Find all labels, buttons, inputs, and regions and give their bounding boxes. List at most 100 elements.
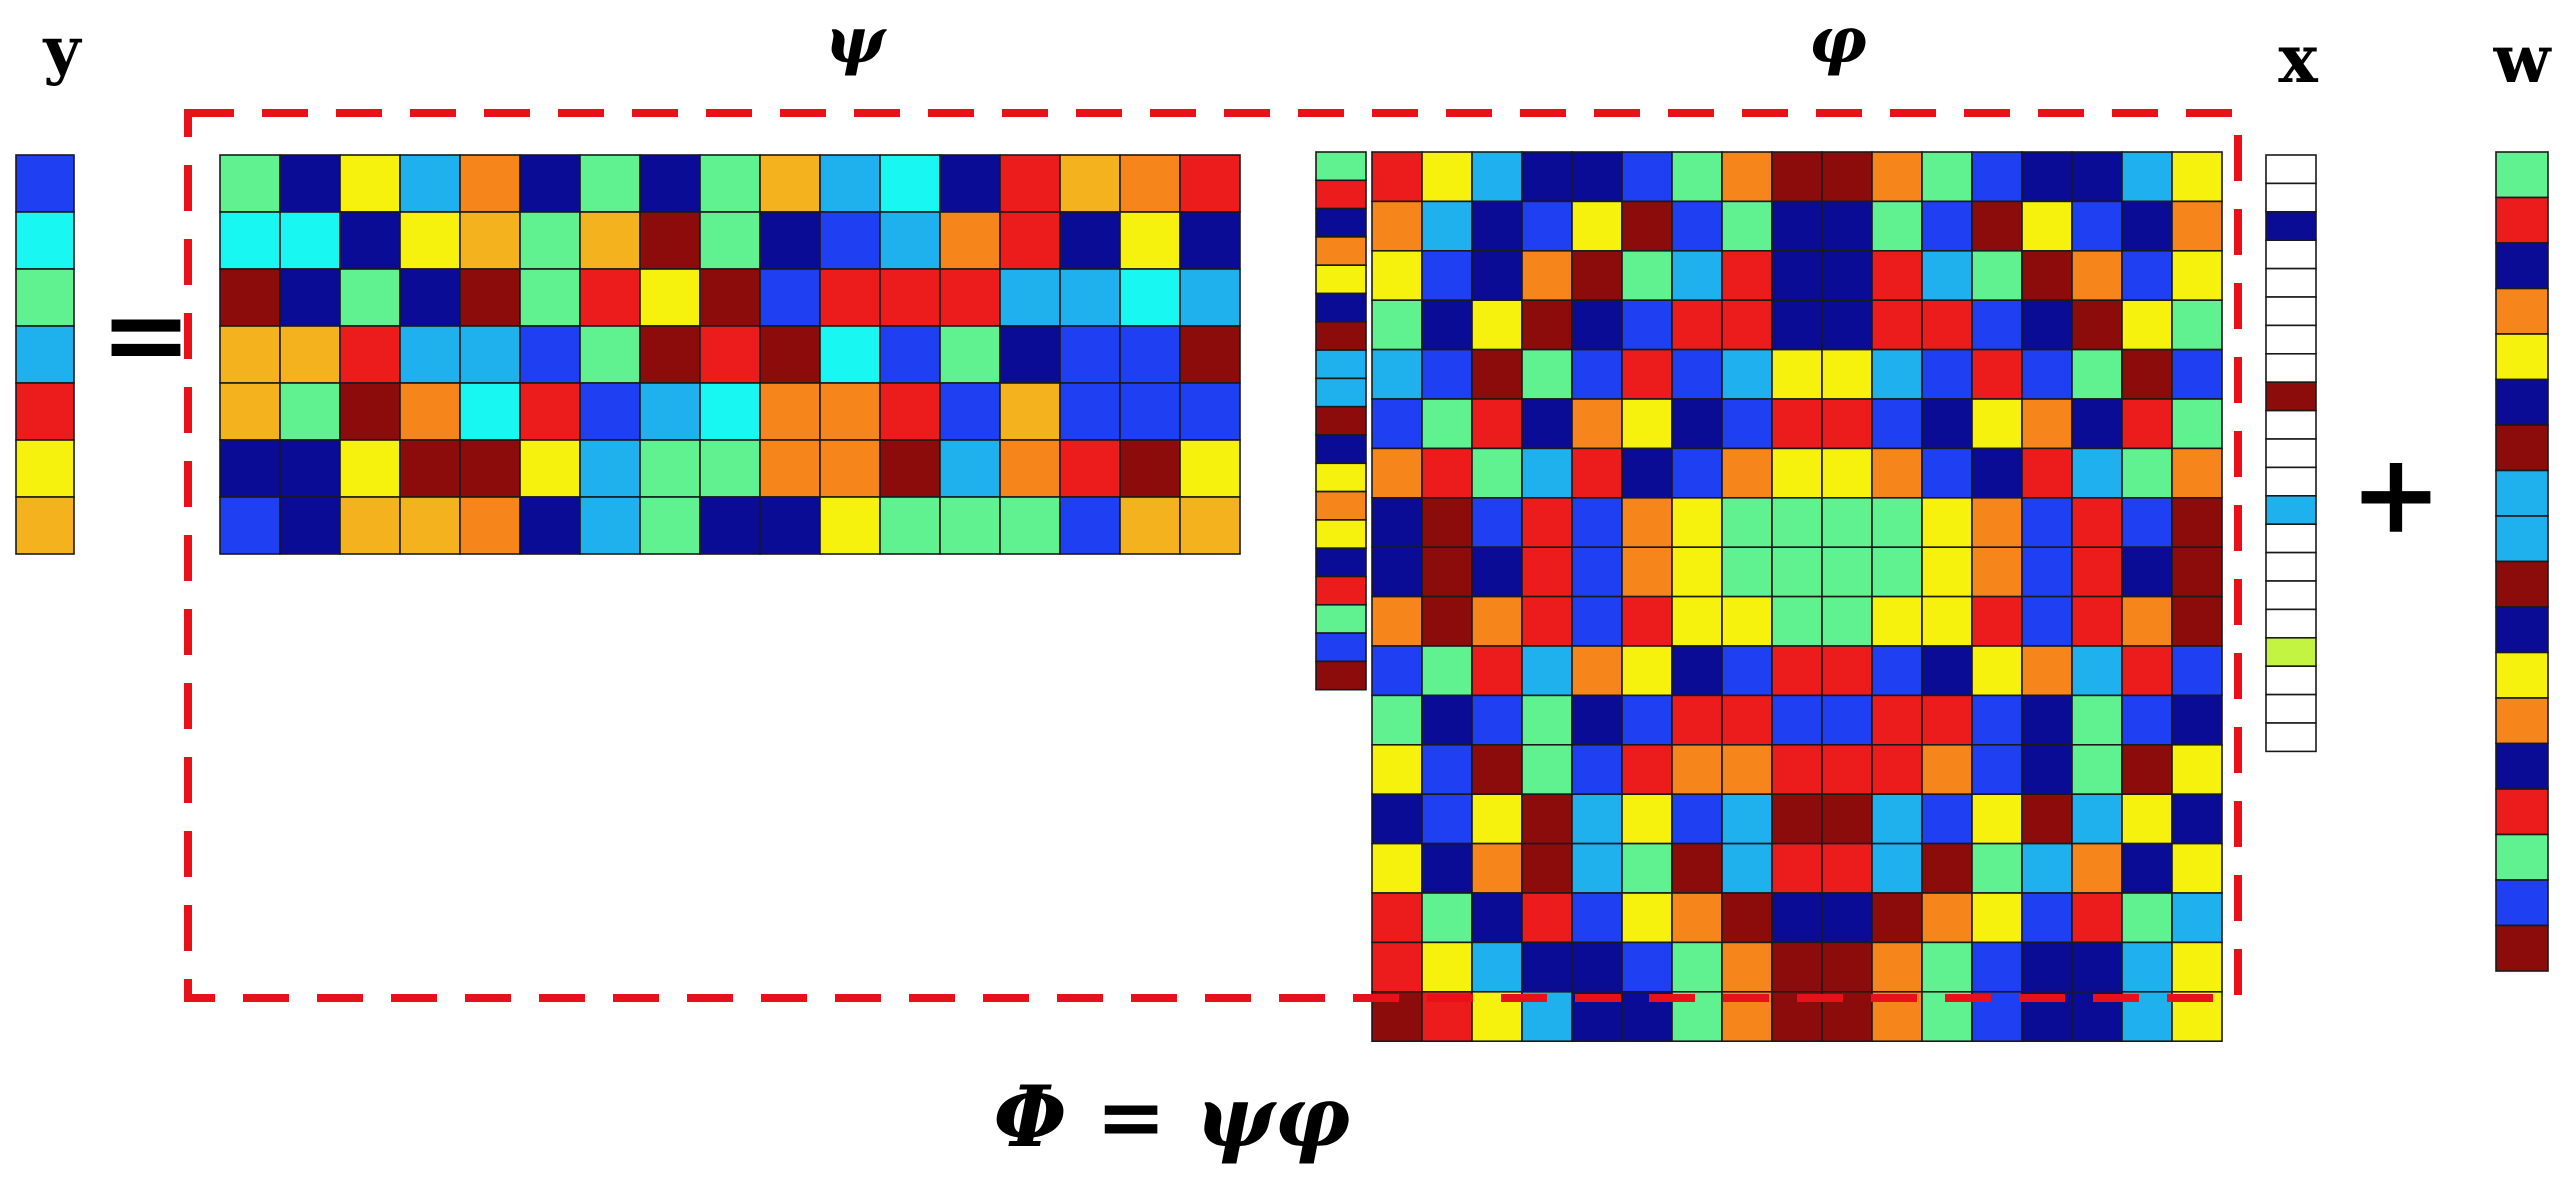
phi-cell (1671, 447, 1723, 499)
phi-cell (1921, 842, 1973, 894)
psi-cell (279, 439, 341, 498)
w-cell (2495, 833, 2549, 881)
phi-cell (1821, 200, 1873, 252)
phi-cell (1821, 250, 1873, 302)
psi-cell (759, 382, 821, 441)
psi-cell (699, 496, 761, 555)
psi-cell (579, 211, 641, 270)
phi-cell (2171, 595, 2223, 647)
x-cell (2265, 693, 2317, 724)
phi-cell (2071, 151, 2123, 203)
phi-cell (2121, 250, 2173, 302)
y-cell (15, 325, 75, 384)
phi-cell (2171, 151, 2223, 203)
phi-cell (1671, 595, 1723, 647)
phi-cell (2121, 645, 2173, 697)
w-cell (2495, 651, 2549, 699)
psi-cell (939, 496, 1001, 555)
psi-cell (1179, 496, 1241, 555)
psi-cell (1059, 439, 1121, 498)
phi-cell (2021, 348, 2073, 400)
phi-cell (2071, 398, 2123, 450)
label-w: w (2493, 20, 2553, 98)
psi-cell (459, 211, 521, 270)
phi-cell (2121, 892, 2173, 944)
psi-cell (579, 439, 641, 498)
phi-cell (1421, 151, 1473, 203)
w-cell (2495, 333, 2549, 381)
phi-cell (1421, 250, 1473, 302)
phi-cell (1871, 299, 1923, 351)
phi-cell (1371, 200, 1423, 252)
phi-cell (1421, 842, 1473, 894)
phi-cell (1521, 447, 1573, 499)
phi-cell (1571, 447, 1623, 499)
x-cell (2265, 211, 2317, 242)
phi-cell (1771, 595, 1823, 647)
phi-cell (1521, 200, 1573, 252)
phi-cell (1621, 151, 1673, 203)
x-cell (2265, 466, 2317, 497)
phi-cell (1571, 398, 1623, 450)
phi-cell (1421, 348, 1473, 400)
psi-cell (759, 211, 821, 270)
psi-cell (1059, 268, 1121, 327)
y-cell (15, 382, 75, 441)
phi-cell (1471, 842, 1523, 894)
phi-cell (2071, 348, 2123, 400)
phi-cell (2171, 842, 2223, 894)
phi-cell (2171, 250, 2223, 302)
phi-cell (1721, 793, 1773, 845)
psi-cell (459, 325, 521, 384)
phi-cell (1721, 645, 1773, 697)
phi-cell (1671, 842, 1723, 894)
psi-cell (579, 268, 641, 327)
phi-cell (1421, 447, 1473, 499)
psi-cell (939, 154, 1001, 213)
phi-cell (1571, 743, 1623, 795)
phi-left-cell (1315, 236, 1367, 266)
phi-cell (1721, 398, 1773, 450)
phi-cell (1971, 250, 2023, 302)
phi-cell (2121, 842, 2173, 894)
psi-cell (339, 382, 401, 441)
psi-cell (399, 382, 461, 441)
y-cell (15, 211, 75, 270)
phi-cell (1521, 941, 1573, 993)
phi-cell (1471, 546, 1523, 598)
phi-cell (2121, 694, 2173, 746)
psi-cell (519, 154, 581, 213)
phi-left-cell (1315, 207, 1367, 238)
vector-y (15, 154, 75, 555)
psi-cell (1059, 154, 1121, 213)
psi-cell (399, 325, 461, 384)
phi-cell (2071, 595, 2123, 647)
phi-cell (1371, 250, 1423, 302)
phi-cell (2021, 694, 2073, 746)
psi-cell (579, 496, 641, 555)
phi-cell (1671, 250, 1723, 302)
phi-cell (1871, 546, 1923, 598)
phi-cell (1671, 496, 1723, 548)
w-cell (2495, 287, 2549, 335)
psi-cell (1119, 325, 1181, 384)
phi-cell (1721, 348, 1773, 400)
phi-cell (1471, 447, 1523, 499)
psi-cell (879, 211, 941, 270)
phi-cell (2171, 398, 2223, 450)
psi-cell (1179, 211, 1241, 270)
formula-phi-equals-psi-phi: Φ = ψφ (993, 1067, 1350, 1166)
phi-cell (2171, 941, 2223, 993)
phi-left-cell (1315, 292, 1367, 323)
psi-cell (399, 496, 461, 555)
phi-left-cell (1315, 434, 1367, 465)
phi-cell (1521, 250, 1573, 302)
psi-cell (219, 496, 281, 555)
psi-cell (759, 154, 821, 213)
phi-cell (1771, 546, 1823, 598)
phi-cell (1621, 496, 1673, 548)
phi-left-cell (1315, 632, 1367, 663)
phi-cell (1371, 941, 1423, 993)
psi-cell (339, 268, 401, 327)
phi-cell (1521, 743, 1573, 795)
